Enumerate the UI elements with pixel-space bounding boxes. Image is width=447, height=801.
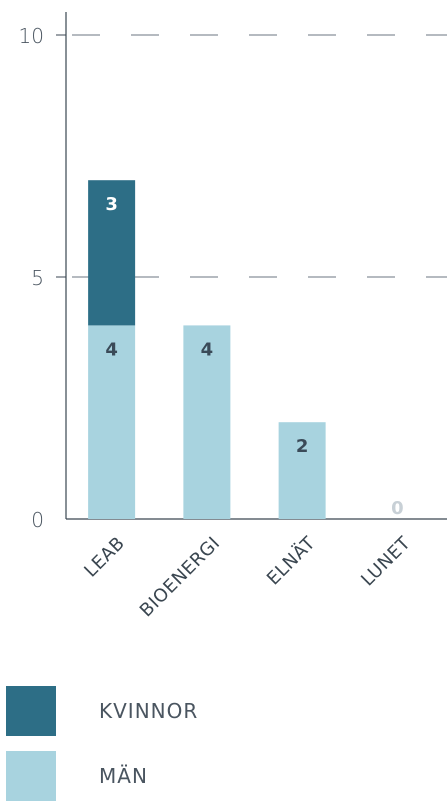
data-label-mn-leab: 4 bbox=[105, 339, 118, 360]
y-tick-label-0: 0 bbox=[31, 508, 44, 532]
legend-label-man: MÄN bbox=[99, 764, 148, 788]
bar-mn-leab bbox=[88, 325, 136, 519]
bar-chart: 4 3 4 2 0 0 5 10 LEAB BIOENERGI ELNÄT LUNET bbox=[19, 12, 447, 621]
bars: 4 3 4 2 0 bbox=[88, 180, 404, 519]
y-tick-label-10: 10 bbox=[19, 24, 44, 48]
data-label-kvinnor-leab: 3 bbox=[105, 194, 118, 215]
y-tick-label-5: 5 bbox=[31, 266, 44, 290]
y-tick-labels: 0 5 10 bbox=[19, 24, 44, 532]
data-label-mn-bioenergi: 4 bbox=[201, 339, 214, 360]
x-tick-label-elnt: ELNÄT bbox=[263, 532, 320, 589]
legend-item-kvinnor: KVINNOR bbox=[6, 686, 198, 736]
x-tick-label-bioenergi: BIOENERGI bbox=[136, 533, 225, 622]
legend-swatch-kvinnor bbox=[6, 686, 56, 736]
bar-mn-bioenergi bbox=[183, 325, 231, 519]
bar-mn-elnt bbox=[278, 422, 326, 519]
x-tick-label-lunet: LUNET bbox=[357, 532, 415, 590]
legend-item-man: MÄN bbox=[6, 751, 148, 801]
bar-kvinnor-leab bbox=[88, 180, 136, 326]
legend-swatch-man bbox=[6, 751, 56, 801]
legend-label-kvinnor: KVINNOR bbox=[99, 699, 199, 723]
data-label-mn-elnt: 2 bbox=[296, 436, 309, 457]
x-tick-labels: LEAB BIOENERGI ELNÄT LUNET bbox=[80, 532, 415, 621]
x-tick-label-leab: LEAB bbox=[80, 533, 129, 582]
data-label-zero-lunet: 0 bbox=[391, 498, 404, 519]
